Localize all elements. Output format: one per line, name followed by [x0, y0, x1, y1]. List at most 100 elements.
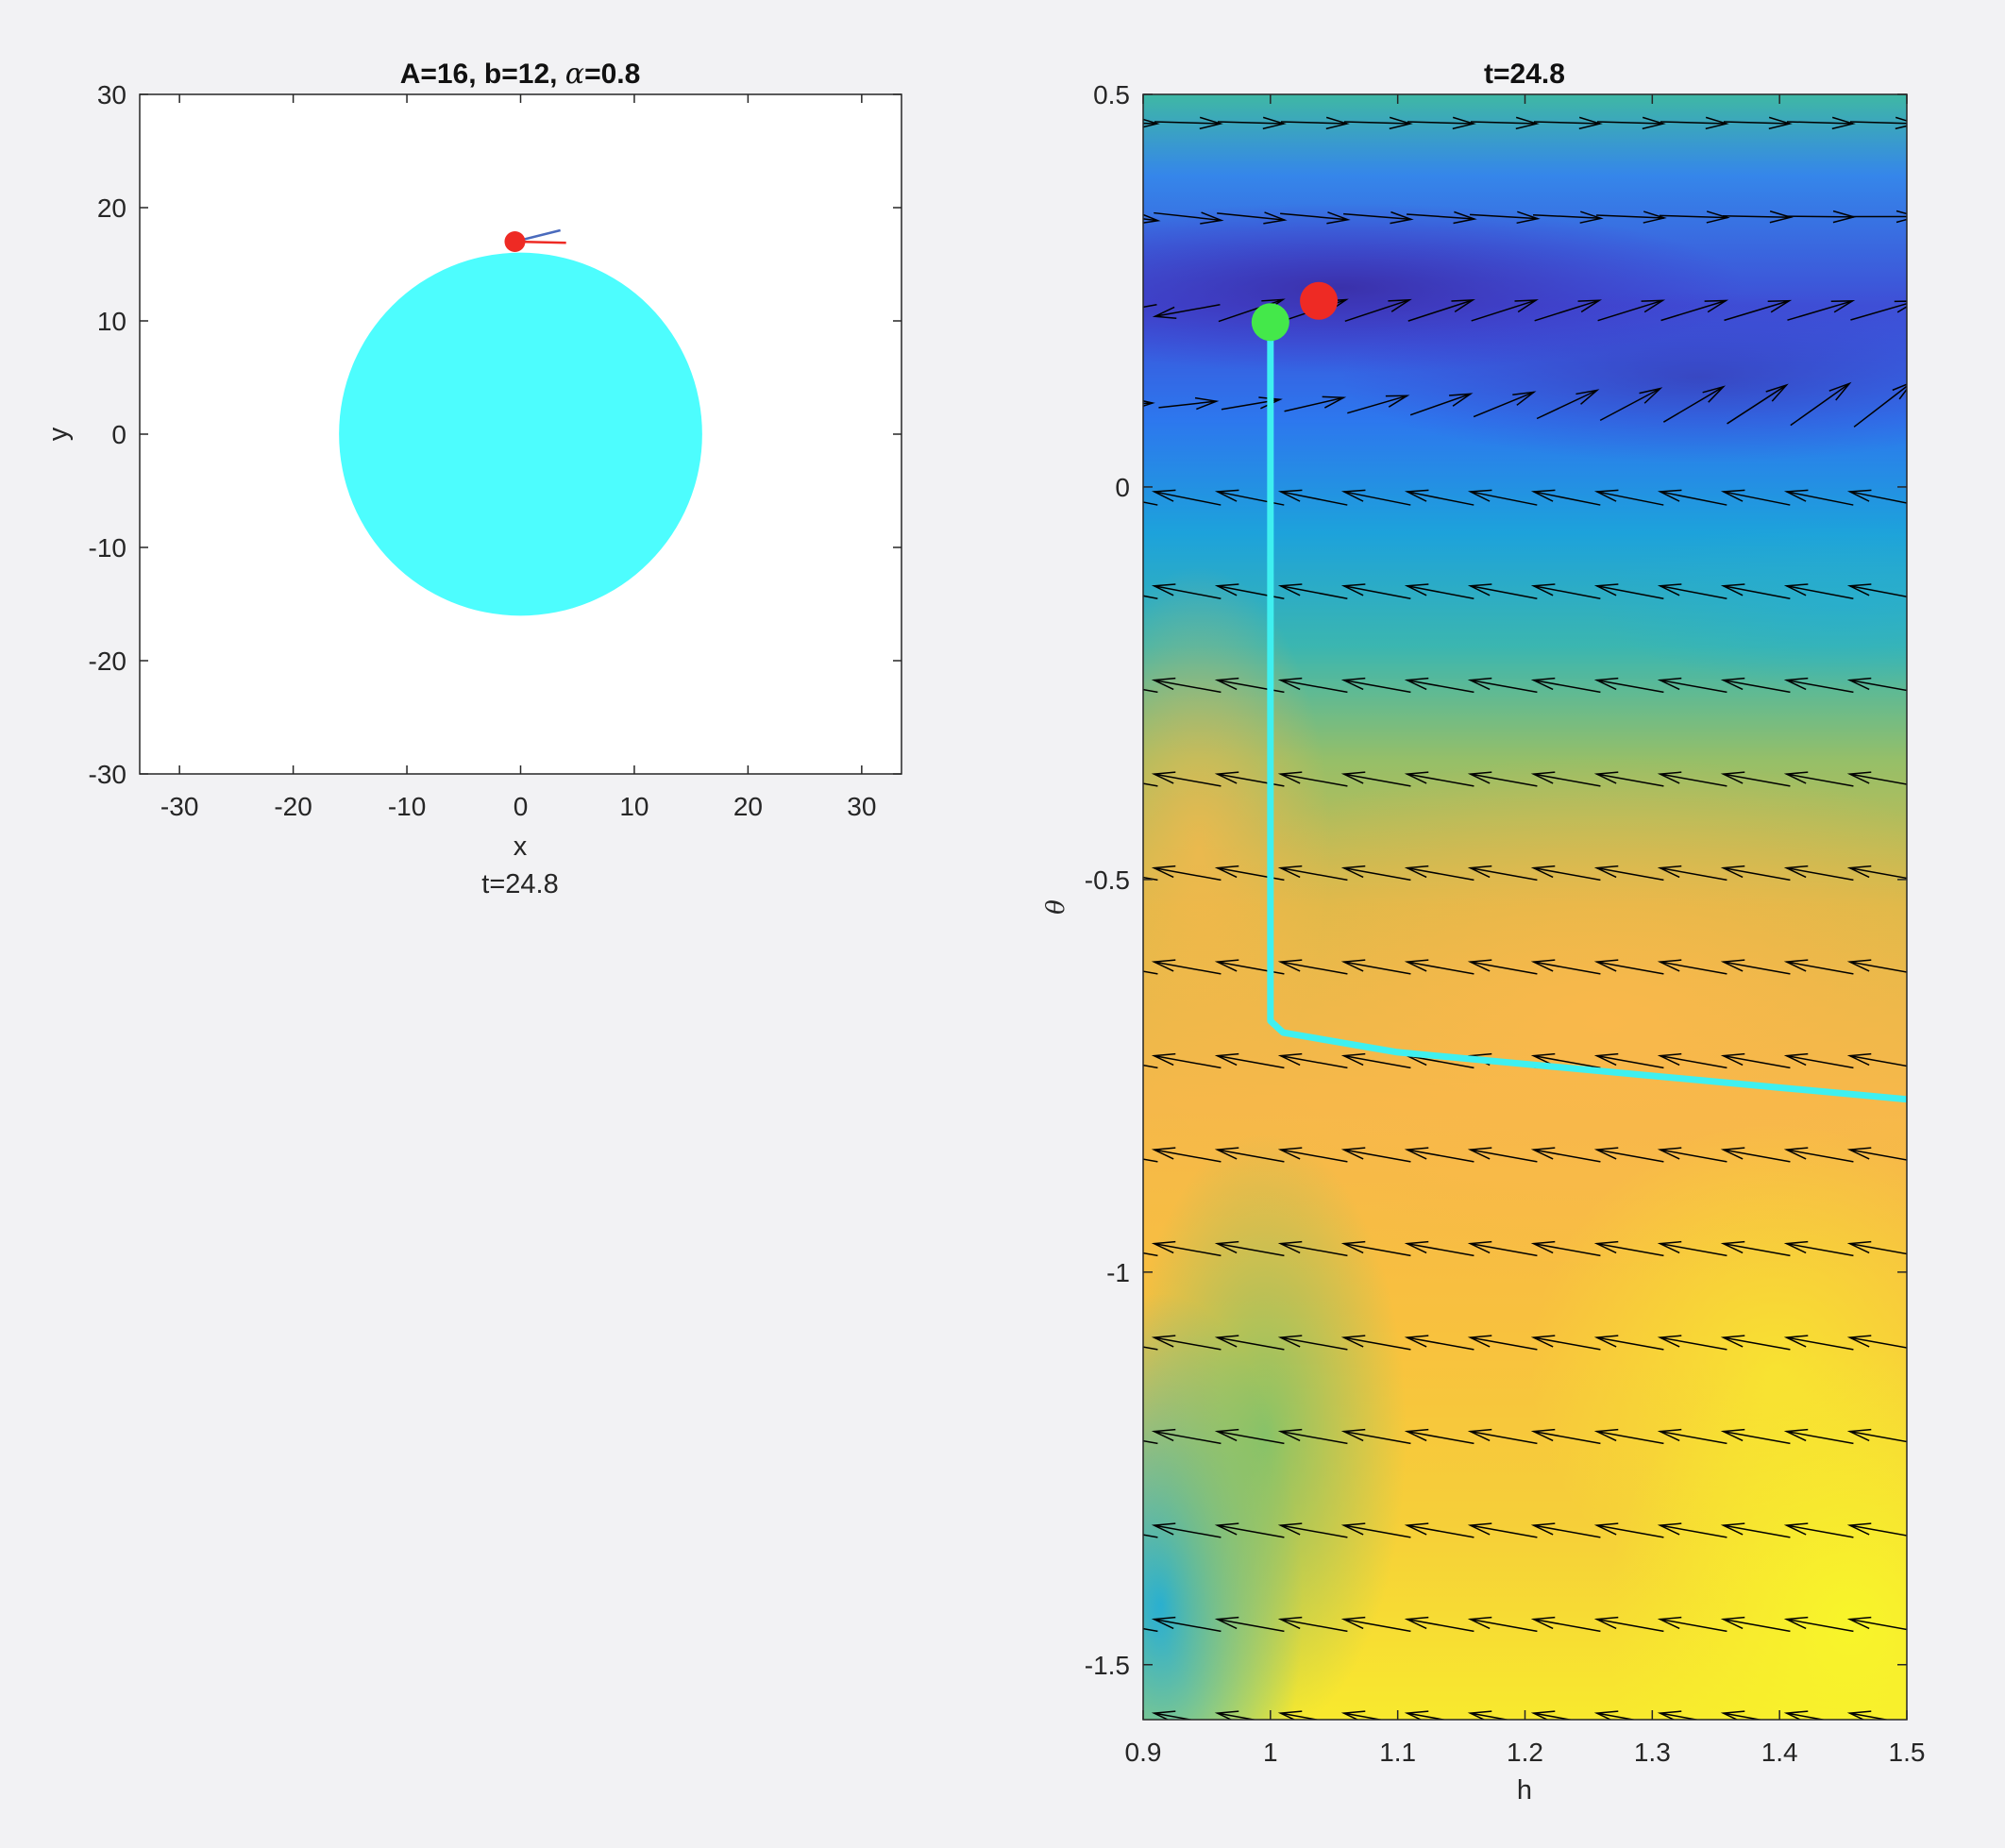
- field-arrow: [1217, 1618, 1285, 1633]
- field-arrow-head: [1389, 116, 1413, 130]
- field-arrow-head: [1214, 677, 1239, 691]
- field-arrow: [1849, 1618, 1907, 1631]
- field-arrow-head: [1846, 677, 1872, 691]
- field-arrow-head: [1388, 298, 1412, 312]
- field-arrow: [1849, 1054, 1907, 1067]
- right-x-tick-label: 0.9: [1125, 1738, 1162, 1767]
- field-arrow-head: [1452, 116, 1476, 130]
- field-arrow-head: [1262, 116, 1287, 130]
- field-arrow: [1596, 1149, 1664, 1163]
- field-arrow: [1154, 1618, 1222, 1633]
- field-arrow-head: [1277, 1240, 1303, 1254]
- field-arrow-head: [1340, 1335, 1366, 1348]
- field-arrow-head: [1092, 307, 1114, 318]
- field-arrow: [1154, 1336, 1222, 1351]
- field-arrow-head: [1593, 865, 1619, 879]
- field-arrow-head: [1467, 959, 1492, 972]
- trajectory-line: [1267, 322, 1907, 1103]
- field-arrow-head: [1783, 583, 1809, 596]
- field-arrow-head: [1340, 959, 1366, 972]
- field-arrow-head: [1783, 1522, 1809, 1536]
- field-arrow-head: [1277, 489, 1303, 502]
- field-arrow: [1143, 1158, 1158, 1163]
- field-arrow: [1343, 679, 1411, 694]
- vector-field: [1092, 116, 1907, 1720]
- field-arrow: [1407, 1149, 1474, 1163]
- field-arrow-head: [1593, 1240, 1619, 1254]
- right-y-tick-label: -1: [1106, 1258, 1130, 1287]
- field-arrow: [1786, 1618, 1854, 1633]
- field-arrow: [1284, 396, 1344, 412]
- field-arrow: [1787, 300, 1853, 321]
- field-arrow: [1596, 1618, 1664, 1633]
- field-arrow-head: [1467, 1428, 1492, 1442]
- field-arrow: [1596, 679, 1664, 694]
- field-arrow-head: [1322, 395, 1347, 409]
- field-arrow-head: [1643, 210, 1667, 224]
- field-arrow-head: [1199, 116, 1223, 130]
- field-arrow-head: [1846, 1428, 1872, 1442]
- field-arrow: [1470, 491, 1538, 506]
- field-arrow-head: [1593, 677, 1619, 691]
- field-arrow: [1143, 304, 1157, 309]
- field-arrow: [1659, 214, 1728, 219]
- field-arrow: [1470, 1149, 1538, 1163]
- field-arrow: [1786, 1054, 1854, 1069]
- field-arrow: [1849, 1430, 1907, 1443]
- field-arrow: [1154, 1524, 1222, 1538]
- field-arrow: [1597, 299, 1663, 322]
- field-arrow-head: [1846, 959, 1872, 972]
- field-arrow-head: [1720, 1616, 1745, 1630]
- field-arrow: [1853, 385, 1907, 428]
- field-arrow: [1217, 121, 1285, 125]
- field-arrow: [1786, 866, 1854, 882]
- left-panel: -30 -20 -10 0 10 20 30 -30 -20 -10 0 10 20 30 A=16, b…: [43, 58, 902, 899]
- field-arrow-head: [1467, 1240, 1492, 1254]
- field-arrow-head: [1720, 489, 1745, 502]
- field-arrow-head: [1641, 299, 1666, 313]
- field-arrow: [1473, 391, 1535, 418]
- field-arrow-head: [1404, 1240, 1429, 1254]
- field-arrow: [1533, 491, 1601, 506]
- field-arrow-head: [1575, 389, 1600, 405]
- field-arrow: [1596, 491, 1664, 506]
- field-arrow: [1143, 782, 1158, 787]
- field-arrow-head: [1895, 116, 1907, 130]
- field-arrow-head: [1720, 1428, 1745, 1442]
- field-arrow-head: [1765, 383, 1789, 402]
- field-arrow-head: [1593, 1147, 1619, 1160]
- field-arrow-head: [1151, 583, 1176, 596]
- field-arrow: [1596, 1054, 1664, 1069]
- field-arrow: [1470, 961, 1538, 975]
- field-arrow-head: [1657, 959, 1682, 972]
- field-arrow: [1154, 1149, 1222, 1163]
- right-x-tick-label: 1.2: [1507, 1738, 1543, 1767]
- field-arrow-head: [1783, 1147, 1809, 1160]
- field-arrow-head: [1263, 211, 1288, 225]
- field-arrow-head: [1530, 583, 1556, 596]
- field-arrow-head: [1577, 299, 1603, 313]
- field-arrow-head: [1783, 865, 1809, 879]
- field-arrow: [1154, 1054, 1222, 1069]
- field-arrow-head: [1467, 865, 1492, 879]
- field-arrow: [1343, 1430, 1411, 1445]
- field-arrow: [1343, 1242, 1411, 1257]
- field-arrow: [1407, 679, 1474, 694]
- field-arrow: [1533, 1524, 1601, 1538]
- field-arrow: [1343, 773, 1411, 787]
- field-arrow: [1660, 1054, 1727, 1069]
- field-arrow: [1154, 866, 1222, 882]
- field-arrow-head: [1593, 771, 1619, 784]
- field-arrow-head: [1467, 583, 1492, 596]
- field-arrow-head: [1325, 116, 1350, 130]
- right-x-tick-label: 1.5: [1889, 1738, 1926, 1767]
- field-arrow-head: [1277, 865, 1303, 879]
- field-arrow: [1154, 585, 1222, 599]
- field-arrow: [1723, 773, 1791, 787]
- field-arrow: [1470, 1430, 1538, 1445]
- field-arrow: [1143, 1346, 1158, 1351]
- field-arrow: [1790, 382, 1850, 427]
- field-arrow-head: [1769, 210, 1794, 224]
- field-arrow-head: [1151, 959, 1176, 972]
- field-arrow-head: [1194, 396, 1220, 411]
